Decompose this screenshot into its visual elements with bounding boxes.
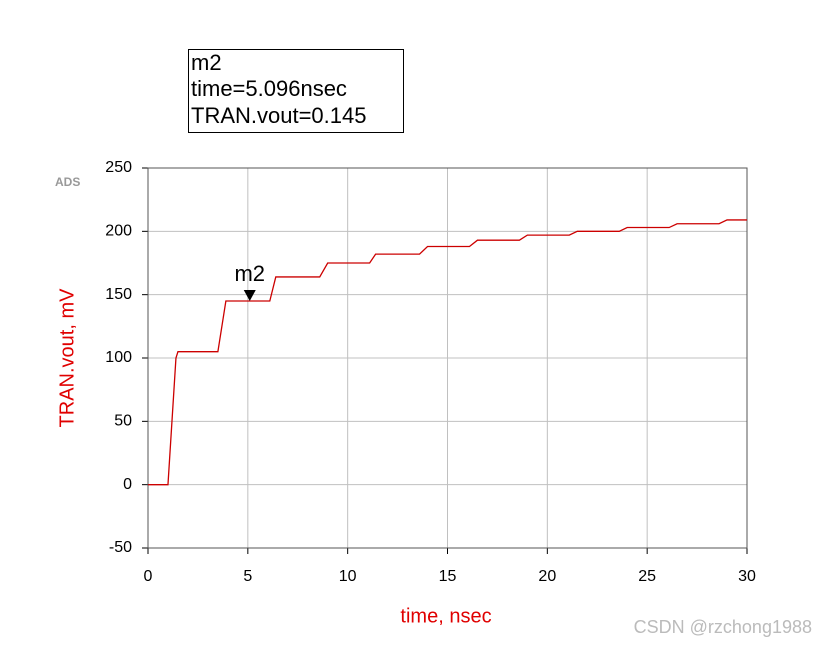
x-tick-label: 30 [738, 568, 756, 585]
plot-frame [147, 167, 748, 549]
y-tick-label: 50 [114, 413, 132, 430]
marker-label: m2 [234, 261, 265, 286]
marker-symbol [243, 290, 256, 301]
readout-line: TRAN.vout=0.145 [191, 103, 366, 128]
y-tick-label: -50 [109, 539, 132, 556]
x-tick-label: 10 [339, 568, 357, 585]
x-tick-label: 20 [538, 568, 556, 585]
data-line [148, 219, 747, 486]
y-tick-label: 100 [105, 349, 132, 366]
x-tick-label: 15 [439, 568, 457, 585]
y-tick-label: 200 [105, 223, 132, 240]
logo: ADS [55, 175, 80, 189]
x-tick-label: 0 [144, 568, 153, 585]
y-tick-label: 250 [105, 159, 132, 176]
watermark: CSDN @rzchong1988 [634, 617, 812, 637]
readout-line: m2 [191, 50, 222, 75]
y-tick-label: 150 [105, 286, 132, 303]
x-axis-label: time, nsec [400, 605, 491, 627]
marker-readout-box [188, 49, 404, 133]
readout-line: time=5.096nsec [191, 76, 347, 101]
x-tick-label: 25 [638, 568, 656, 585]
y-tick-label: 0 [123, 476, 132, 493]
y-axis-label: TRAN.vout, mV [56, 288, 78, 428]
x-tick-label: 5 [243, 568, 252, 585]
